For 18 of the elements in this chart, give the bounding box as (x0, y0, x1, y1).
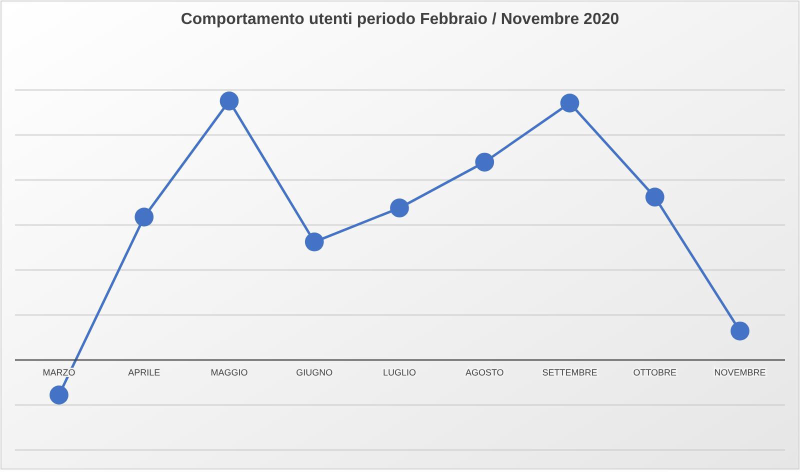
x-tick-label: SETTEMBRE (542, 367, 598, 378)
x-tick-label: LUGLIO (382, 367, 416, 378)
point (730, 322, 750, 340)
point (220, 92, 239, 110)
chart-title: Comportamento utenti periodo Febbraio / Novembre 2020 (180, 11, 620, 28)
point (50, 386, 68, 404)
x-tick-label: AGOSTO (465, 367, 504, 378)
x-tick-label: APRILE (128, 367, 160, 378)
x-tick-label: MAGGIO (210, 367, 248, 378)
point (475, 152, 494, 172)
point (560, 94, 580, 112)
point (645, 188, 664, 207)
point (304, 232, 324, 252)
point (134, 208, 154, 226)
x-tick-label: GIUGNO (296, 367, 333, 378)
x-tick-label: NOVEMBRE (714, 367, 766, 378)
point (390, 198, 409, 218)
x-tick-label: OTTOBRE (633, 367, 677, 378)
